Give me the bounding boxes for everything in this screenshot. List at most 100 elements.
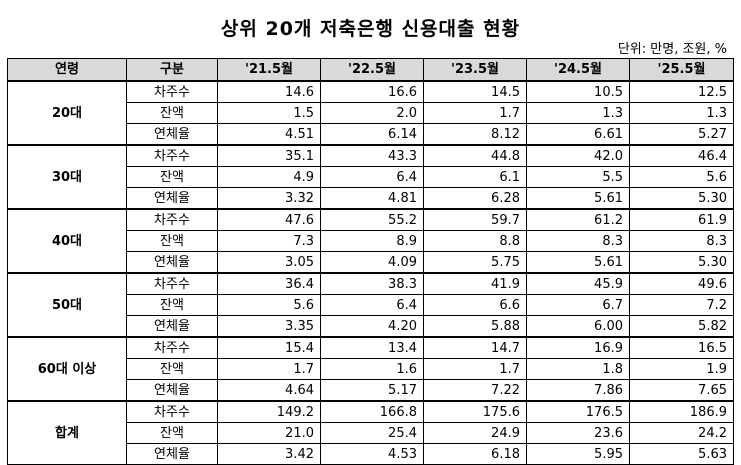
value-cell: 24.2: [629, 422, 734, 444]
value-cell: 7.22: [423, 379, 527, 402]
header-cell-2023: '23.5월: [423, 58, 527, 82]
value-cell: 3.32: [217, 187, 321, 210]
table-row: 50대 차주수 36.4 38.3 41.9 45.9 49.6: [7, 272, 734, 338]
value-cell: 42.0: [526, 144, 630, 167]
category-cell: 차주수: [126, 400, 218, 423]
category-cell: 연체율: [126, 315, 218, 338]
value-cell: 1.8: [526, 358, 630, 380]
age-group-cell: 30대: [7, 144, 127, 210]
category-cell: 차주수: [126, 272, 218, 295]
value-cell: 6.6: [423, 294, 527, 316]
value-cell: 5.63: [629, 443, 734, 465]
table-row: 잔액 4.9 6.4 6.1 5.5 5.6: [8, 166, 734, 188]
value-cell: 61.9: [629, 208, 734, 231]
value-cell: 14.5: [423, 80, 527, 103]
value-cell: 15.4: [217, 336, 321, 359]
value-cell: 6.00: [526, 315, 630, 338]
value-cell: 38.3: [320, 272, 424, 295]
value-cell: 6.14: [320, 123, 424, 146]
value-cell: 6.1: [423, 166, 527, 188]
value-cell: 186.9: [629, 400, 734, 423]
value-cell: 4.53: [320, 443, 424, 465]
category-cell: 연체율: [126, 251, 218, 274]
value-cell: 7.86: [526, 379, 630, 402]
header-row: 연령 구분 '21.5월 '22.5월 '23.5월 '24.5월 '25.5월: [7, 58, 734, 82]
age-group-cell: 60대 이상: [7, 336, 127, 402]
value-cell: 25.4: [320, 422, 424, 444]
value-cell: 5.30: [629, 251, 734, 274]
value-cell: 5.6: [217, 294, 321, 316]
value-cell: 14.7: [423, 336, 527, 359]
age-group-cell: 50대: [7, 272, 127, 338]
table-row: 60대 이상 차주수 15.4 13.4 14.7 16.9 16.5: [7, 336, 734, 402]
table-row: 잔액 5.6 6.4 6.6 6.7 7.2: [8, 294, 734, 316]
value-cell: 47.6: [217, 208, 321, 231]
value-cell: 1.3: [526, 102, 630, 124]
value-cell: 41.9: [423, 272, 527, 295]
table-body: 20대 차주수 14.6 16.6 14.5 10.5 12.5 잔액 1.5 2.0 1.7 1.3…: [7, 80, 734, 465]
age-group-cell: 40대: [7, 208, 127, 274]
value-cell: 5.61: [526, 187, 630, 210]
value-cell: 3.35: [217, 315, 321, 338]
value-cell: 8.3: [526, 230, 630, 252]
value-cell: 3.42: [217, 443, 321, 465]
value-cell: 16.6: [320, 80, 424, 103]
value-cell: 4.81: [320, 187, 424, 210]
value-cell: 12.5: [629, 80, 734, 103]
value-cell: 7.2: [629, 294, 734, 316]
page-title: 상위 20개 저축은행 신용대출 현황: [220, 18, 521, 40]
category-cell: 잔액: [126, 358, 218, 380]
value-cell: 1.7: [423, 102, 527, 124]
value-cell: 6.4: [320, 166, 424, 188]
category-cell: 연체율: [126, 443, 218, 465]
value-cell: 16.9: [526, 336, 630, 359]
value-cell: 45.9: [526, 272, 630, 295]
table-row: 40대 차주수 47.6 55.2 59.7 61.2 61.9: [7, 208, 734, 274]
value-cell: 14.6: [217, 80, 321, 103]
value-cell: 4.64: [217, 379, 321, 402]
value-cell: 5.88: [423, 315, 527, 338]
value-cell: 6.61: [526, 123, 630, 146]
value-cell: 61.2: [526, 208, 630, 231]
value-cell: 176.5: [526, 400, 630, 423]
value-cell: 6.4: [320, 294, 424, 316]
value-cell: 13.4: [320, 336, 424, 359]
value-cell: 2.0: [320, 102, 424, 124]
value-cell: 43.3: [320, 144, 424, 167]
value-cell: 24.9: [423, 422, 527, 444]
age-group-cell: 합계: [7, 400, 127, 465]
value-cell: 23.6: [526, 422, 630, 444]
value-cell: 7.65: [629, 379, 734, 402]
category-cell: 잔액: [126, 102, 218, 124]
value-cell: 6.7: [526, 294, 630, 316]
value-cell: 44.8: [423, 144, 527, 167]
header-cell-category: 구분: [126, 58, 218, 82]
value-cell: 5.61: [526, 251, 630, 274]
category-cell: 잔액: [126, 166, 218, 188]
category-cell: 차주수: [126, 336, 218, 359]
value-cell: 5.75: [423, 251, 527, 274]
value-cell: 1.7: [423, 358, 527, 380]
value-cell: 46.4: [629, 144, 734, 167]
value-cell: 1.3: [629, 102, 734, 124]
age-group-cell: 20대: [7, 80, 127, 146]
table-row: 연체율 3.35 4.20 5.88 6.00 5.82: [8, 315, 734, 338]
table-row: 잔액 1.7 1.6 1.7 1.8 1.9: [8, 358, 734, 380]
value-cell: 149.2: [217, 400, 321, 423]
value-cell: 8.9: [320, 230, 424, 252]
unit-note: 단위: 만명, 조원, %: [617, 42, 727, 57]
value-cell: 1.6: [320, 358, 424, 380]
value-cell: 5.30: [629, 187, 734, 210]
value-cell: 4.9: [217, 166, 321, 188]
category-cell: 잔액: [126, 230, 218, 252]
value-cell: 8.3: [629, 230, 734, 252]
table-row: 연체율 4.64 5.17 7.22 7.86 7.65: [8, 379, 734, 402]
value-cell: 5.95: [526, 443, 630, 465]
value-cell: 5.17: [320, 379, 424, 402]
category-cell: 차주수: [126, 208, 218, 231]
value-cell: 5.82: [629, 315, 734, 338]
value-cell: 175.6: [423, 400, 527, 423]
table-row: 잔액 1.5 2.0 1.7 1.3 1.3: [8, 102, 734, 124]
value-cell: 8.8: [423, 230, 527, 252]
value-cell: 3.05: [217, 251, 321, 274]
